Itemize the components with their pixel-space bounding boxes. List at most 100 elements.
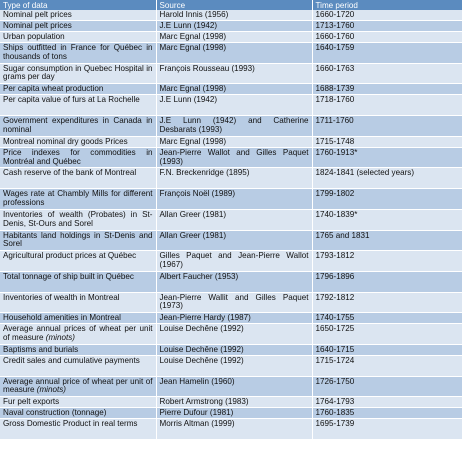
period-cell-text: 1740-1755 <box>315 313 355 323</box>
table-row: Per capita wheat production Marc Egnal (1… <box>0 83 462 96</box>
source-cell-text: Marc Egnal (1998) <box>159 84 227 94</box>
type-cell-text: Gross Domestic Product in real terms <box>3 419 138 429</box>
table-row: Montreal nominal dry goods Prices Marc Eg… <box>0 136 462 148</box>
period-cell-text: 1793-1812 <box>315 251 355 261</box>
source-cell-text: Pierre Dufour (1981) <box>159 408 234 418</box>
source-cell: François Rousseau (1993) <box>156 63 313 85</box>
period-cell-text: 1715-1724 <box>315 355 355 365</box>
type-cell: Per capita value of furs at La Rochelle <box>0 94 157 117</box>
period-cell: 1760-1913* <box>312 147 462 169</box>
type-cell-text: Habitants land holdings in St-Denis and … <box>3 230 153 249</box>
source-cell-text: Louise Dechêne (1992) <box>159 324 244 334</box>
type-cell: Urban population <box>0 31 157 43</box>
period-cell-text: 1695-1739 <box>315 419 355 429</box>
source-cell: Jean-Pierre Wallot and Gilles Paquet (19… <box>156 147 313 169</box>
type-cell-text: Baptisms and burials <box>3 344 79 354</box>
period-cell: 1726-1750 <box>312 376 462 398</box>
type-cell-text: Average annual prices of wheat per unit … <box>3 324 153 343</box>
source-cell-text: Louise Dechêne (1992) <box>159 355 244 365</box>
header-row: Type of data Source Time period <box>0 0 462 10</box>
type-cell-text: Wages rate at Chambly Mills for differen… <box>3 189 153 207</box>
source-cell: Jean-Pierre Wallit and Gilles Paquet (19… <box>156 292 313 314</box>
period-cell: 1688-1739 <box>312 83 462 96</box>
source-cell-text: Allan Greer (1981) <box>159 209 227 219</box>
source-cell-text: Albert Faucher (1953) <box>159 271 239 281</box>
source-cell-text: Louise Dechêne (1992) <box>159 344 244 354</box>
period-cell: 1765 and 1831 <box>312 230 462 252</box>
period-cell: 1764-1793 <box>312 396 462 409</box>
source-cell: Jean Hamelin (1960) <box>156 376 313 398</box>
source-cell: Albert Faucher (1953) <box>156 271 313 293</box>
period-cell-text: 1796-1896 <box>315 271 355 281</box>
period-cell: 1640-1715 <box>312 344 462 356</box>
type-cell: Agricultural product prices at Québec <box>0 250 157 272</box>
table-row: Wages rate at Chambly Mills for differen… <box>0 188 462 210</box>
type-cell-text: Agricultural product prices at Québec <box>3 251 137 261</box>
type-cell: Household amenities in Montreal <box>0 312 157 325</box>
period-cell: 1640-1759 <box>312 42 462 64</box>
table-row: Naval construction (tonnage) Pierre Dufou… <box>0 407 462 420</box>
type-cell-text: Average annual price of wheat per unit o… <box>3 376 153 395</box>
data-sources-table: Type of data Source Time period Nominal … <box>0 0 462 440</box>
table-body: Nominal pelt prices Harold Innis (1956) 16… <box>0 10 462 440</box>
type-cell-text: Cash reserve of the bank of Montreal <box>3 168 137 178</box>
source-cell: Harold Innis (1956) <box>156 10 313 21</box>
period-cell-text: 1711-1760 <box>315 116 354 126</box>
source-cell: F.N. Breckenridge (1895) <box>156 167 313 190</box>
period-cell: 1660-1763 <box>312 63 462 85</box>
period-cell: 1650-1725 <box>312 323 462 345</box>
source-cell: Jean-Pierre Hardy (1987) <box>156 312 313 325</box>
table-row: Per capita value of furs at La Rochelle J… <box>0 94 462 117</box>
type-cell: Habitants land holdings in St-Denis and … <box>0 230 157 252</box>
period-cell: 1824-1841 (selected years) <box>312 167 462 190</box>
source-cell-text: Jean-Pierre Wallot and Gilles Paquet (19… <box>159 147 309 166</box>
period-cell-text: 1660-1720 <box>315 10 355 19</box>
period-cell: 1695-1739 <box>312 418 462 440</box>
source-cell-text: François Noël (1989) <box>159 189 236 199</box>
table-row: Credit sales and cumulative payments Loui… <box>0 355 462 377</box>
source-cell-text: J.E Lunn (1942) <box>159 95 218 105</box>
source-cell: Marc Egnal (1998) <box>156 136 313 148</box>
type-cell: Fur pelt exports <box>0 396 157 409</box>
source-cell: Allan Greer (1981) <box>156 209 313 231</box>
source-cell: Louise Dechêne (1992) <box>156 344 313 356</box>
type-cell: Ships outfitted in France for Québec in … <box>0 42 157 64</box>
source-cell: Marc Egnal (1998) <box>156 83 313 96</box>
type-cell-text: Urban population <box>3 32 65 41</box>
period-cell: 1660-1720 <box>312 10 462 21</box>
source-cell: Gilles Paquet and Jean-Pierre Wallot (19… <box>156 250 313 272</box>
source-cell-text: François Rousseau (1993) <box>159 63 255 73</box>
type-cell-text: Household amenities in Montreal <box>3 313 121 323</box>
type-cell-text: Per capita value of furs at La Rochelle <box>3 95 140 105</box>
period-cell-text: 1799-1802 <box>315 189 355 199</box>
source-cell: Marc Egnal (1998) <box>156 31 313 43</box>
source-cell-text: J.E Lunn (1942) and Catherine Desbarats … <box>159 116 309 134</box>
source-cell: Morris Altman (1999) <box>156 418 313 440</box>
source-cell-text: Robert Armstrong (1983) <box>159 397 249 407</box>
type-cell: Inventories of wealth in Montreal <box>0 292 157 314</box>
table-row: Government expenditures in Canada in nom… <box>0 115 462 137</box>
source-cell: Marc Egnal (1998) <box>156 42 313 64</box>
period-cell-text: 1650-1725 <box>315 324 355 334</box>
type-cell-text: Inventories of wealth in Montreal <box>3 292 120 302</box>
period-cell-text: 1824-1841 (selected years) <box>315 168 415 178</box>
source-cell-text: Jean Hamelin (1960) <box>159 376 235 386</box>
source-cell: Allan Greer (1981) <box>156 230 313 252</box>
period-cell-text: 1792-1812 <box>315 292 355 302</box>
source-cell-text: Gilles Paquet and Jean-Pierre Wallot (19… <box>159 251 309 269</box>
period-cell: 1715-1724 <box>312 355 462 377</box>
table-row: Cash reserve of the bank of Montreal F.N.… <box>0 167 462 190</box>
type-cell: Government expenditures in Canada in nom… <box>0 115 157 137</box>
period-cell: 1718-1760 <box>312 94 462 117</box>
period-cell-text: 1726-1750 <box>315 376 355 386</box>
type-cell: Per capita wheat production <box>0 83 157 96</box>
table-row: Agricultural product prices at Québec Gil… <box>0 250 462 272</box>
source-cell: Louise Dechêne (1992) <box>156 355 313 377</box>
period-cell-text: 1660-1760 <box>315 32 355 41</box>
source-cell-text: Marc Egnal (1998) <box>159 43 227 52</box>
period-cell: 1792-1812 <box>312 292 462 314</box>
column-header-period: Time period <box>312 0 462 10</box>
source-cell: Pierre Dufour (1981) <box>156 407 313 420</box>
table-row: Sugar consumption in Quebec Hospital in … <box>0 63 462 85</box>
period-cell: 1793-1812 <box>312 250 462 272</box>
